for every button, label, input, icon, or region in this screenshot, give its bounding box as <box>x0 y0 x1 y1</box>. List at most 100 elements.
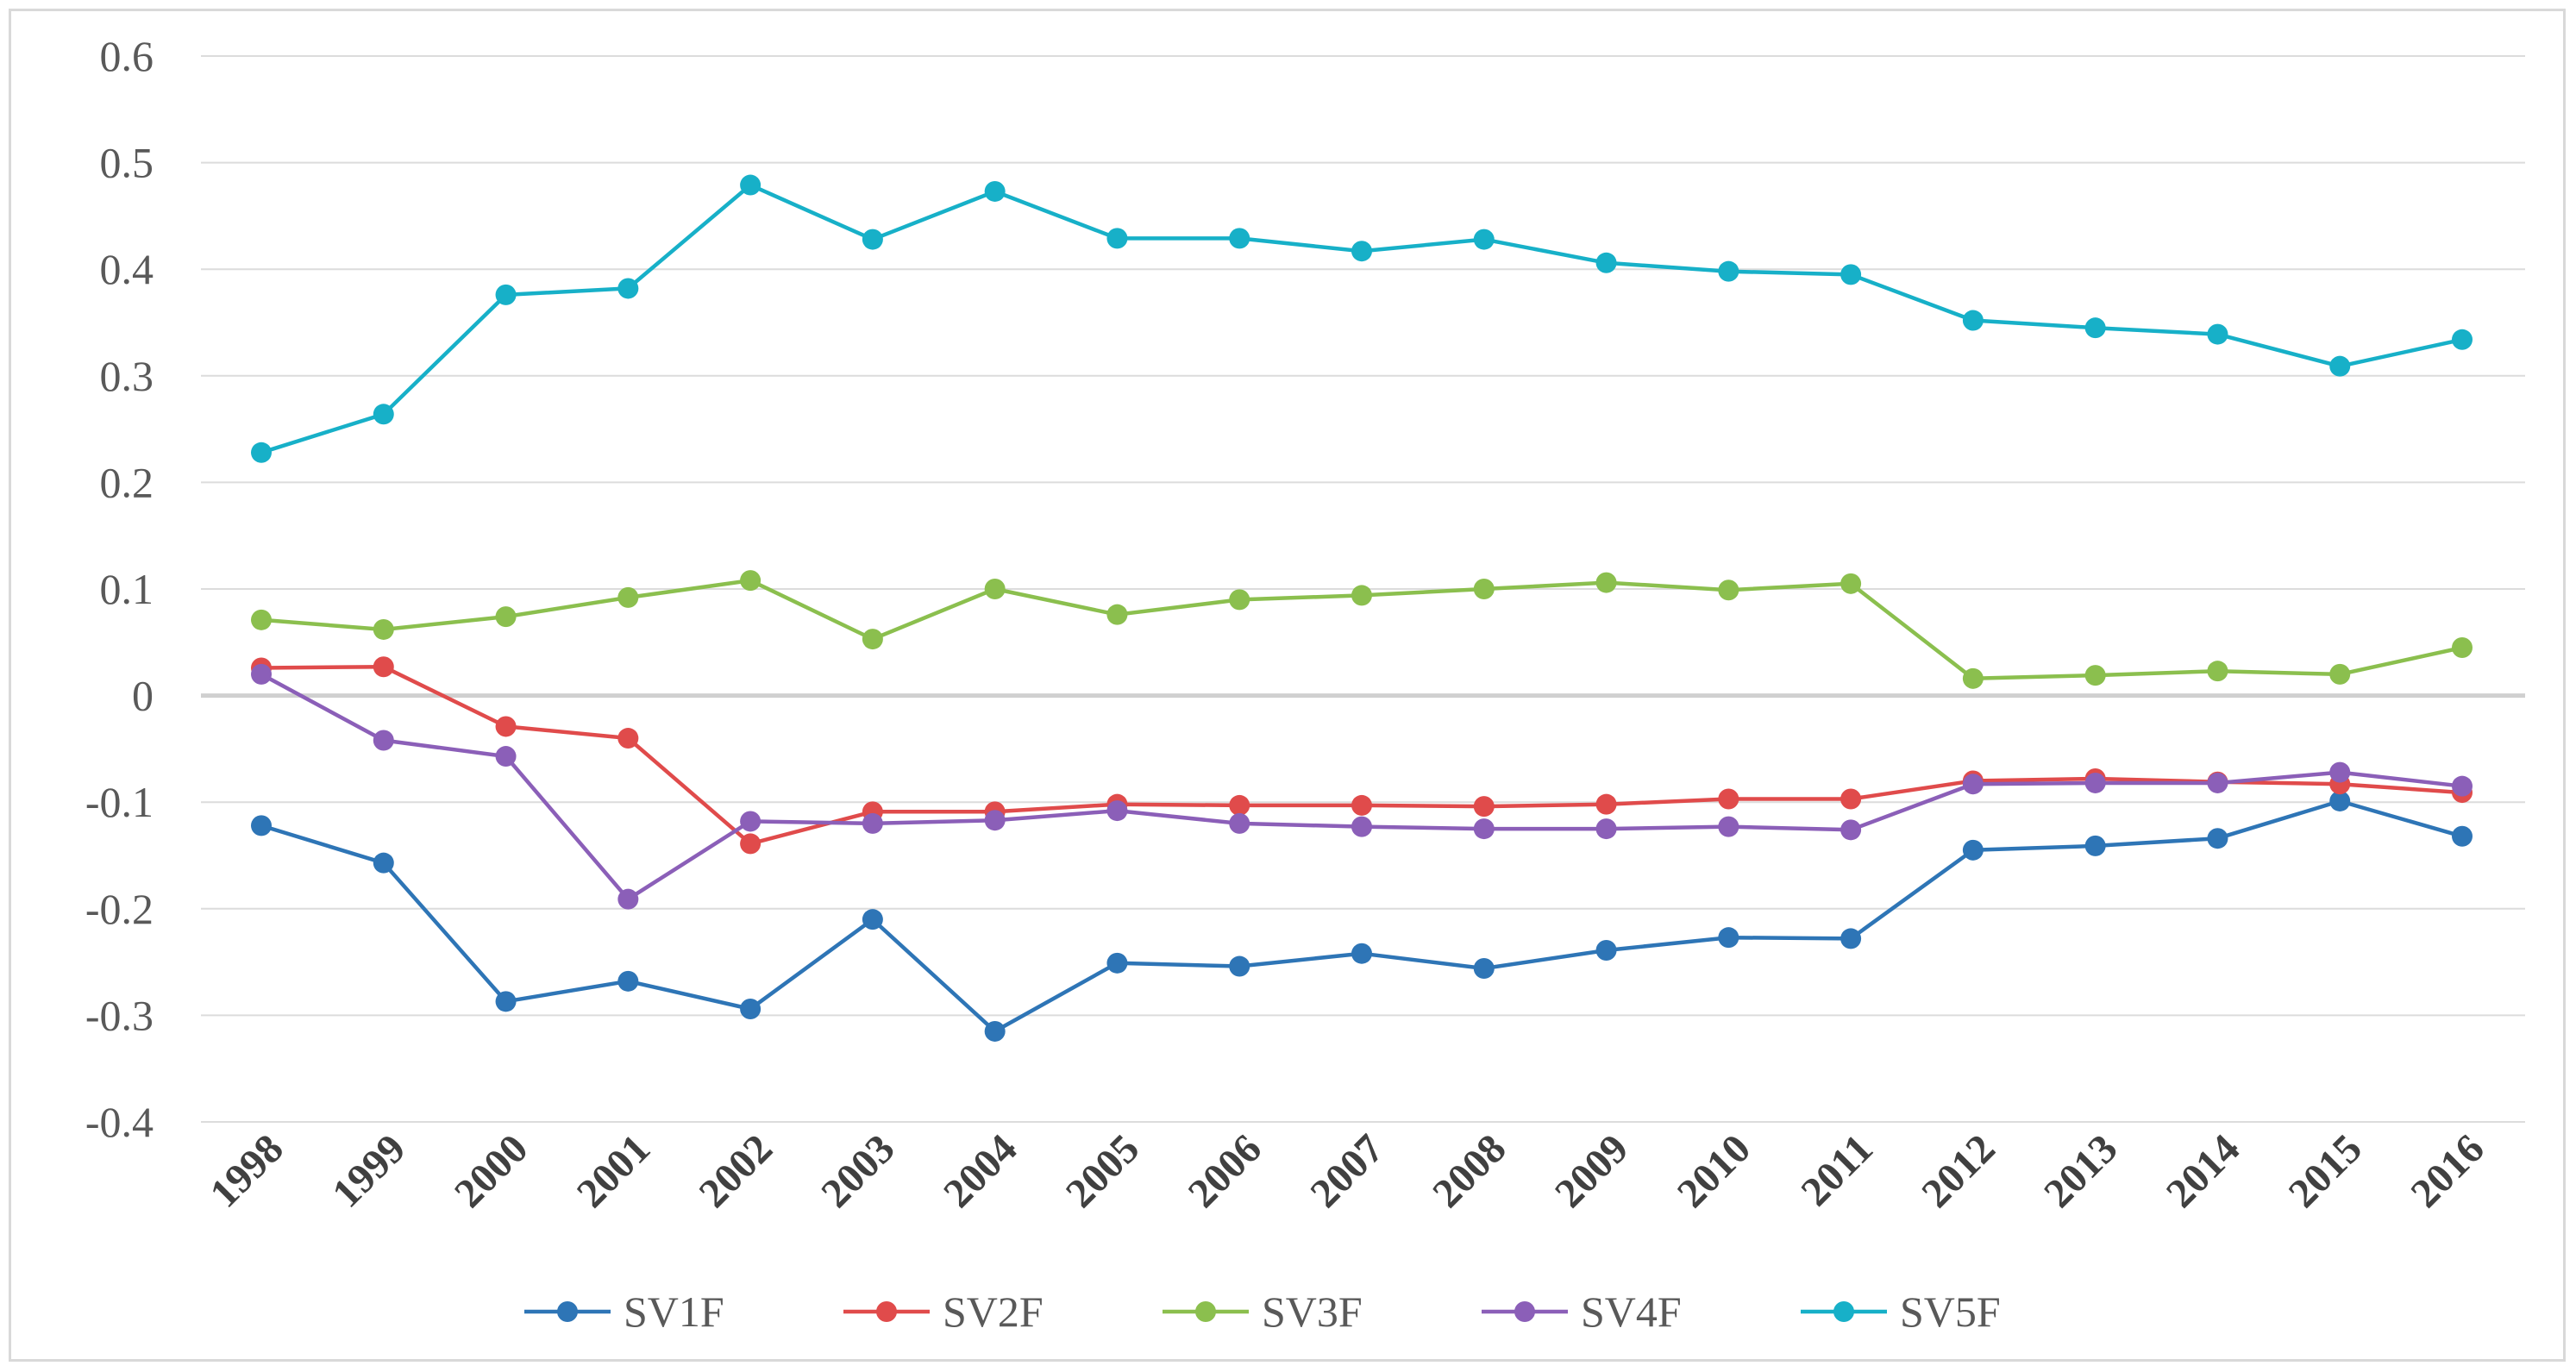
data-point-sv4f <box>1351 816 1372 837</box>
data-point-sv5f <box>984 180 1006 202</box>
data-point-sv2f <box>1718 788 1739 810</box>
data-point-sv2f <box>740 833 762 855</box>
data-point-sv3f <box>862 629 883 650</box>
x-tick-label: 2010 <box>1669 1125 1759 1216</box>
data-point-sv3f <box>617 586 639 608</box>
data-point-sv1f <box>1595 940 1617 962</box>
data-point-sv1f <box>251 815 272 836</box>
y-tick-label: 0 <box>132 672 154 720</box>
data-point-sv4f <box>251 663 272 685</box>
legend-marker <box>876 1301 897 1322</box>
legend: SV1F SV2F SV3F SV4F SV5F <box>524 1287 2001 1336</box>
data-point-sv1f <box>1718 927 1739 949</box>
x-tick-label: 2011 <box>1792 1125 1881 1214</box>
series-line-sv4f <box>260 672 2463 901</box>
data-point-sv3f <box>2207 661 2228 682</box>
data-point-sv5f <box>2084 317 2106 339</box>
data-point-sv3f <box>740 570 762 592</box>
data-point-sv5f <box>740 174 762 196</box>
data-point-sv1f <box>2207 828 2228 849</box>
data-point-sv1f <box>1106 952 1128 974</box>
y-tick-label: 0.3 <box>100 352 154 400</box>
data-point-sv1f <box>373 852 394 874</box>
data-point-sv4f <box>740 811 762 832</box>
data-point-sv3f <box>2329 663 2351 685</box>
data-point-sv2f <box>1351 794 1372 816</box>
data-point-sv4f <box>1962 774 1984 795</box>
y-tick-label: -0.3 <box>85 991 154 1039</box>
y-tick-label: -0.1 <box>85 778 154 826</box>
y-tick-label: -0.4 <box>85 1098 154 1146</box>
legend-item-sv5f: SV5F <box>1801 1287 2001 1336</box>
data-point-sv4f <box>1840 819 1862 841</box>
x-tick-label: 2009 <box>1546 1125 1637 1216</box>
data-point-sv5f <box>1106 228 1128 249</box>
x-tick-label: 2006 <box>1180 1125 1270 1216</box>
x-tick-label: 2001 <box>568 1125 659 1216</box>
x-tick-label: 2007 <box>1301 1125 1392 1216</box>
data-point-sv4f <box>495 746 517 767</box>
data-point-sv4f <box>1718 816 1739 837</box>
data-point-sv5f <box>1595 252 1617 273</box>
series-line-sv5f <box>260 183 2463 454</box>
legend-item-sv4f: SV4F <box>1482 1287 1682 1336</box>
legend-marker <box>1833 1301 1854 1322</box>
legend-item-sv3f: SV3F <box>1163 1287 1363 1336</box>
data-point-sv5f <box>251 442 272 463</box>
x-tick-label: 2008 <box>1424 1125 1514 1216</box>
y-axis-ticks: -0.4 -0.3 -0.2 -0.1 0 0.1 0.2 0.3 0.4 0.5 0.6 <box>85 32 154 1146</box>
legend-marker <box>557 1301 578 1322</box>
x-tick-label: 2012 <box>1913 1125 2003 1216</box>
x-tick-label: 2004 <box>935 1125 1025 1216</box>
data-point-sv3f <box>1962 667 1984 689</box>
x-tick-label: 2000 <box>446 1125 536 1216</box>
x-tick-label: 1998 <box>201 1125 291 1216</box>
data-point-sv4f <box>1229 812 1250 834</box>
data-point-sv4f <box>2329 761 2351 783</box>
y-tick-label: 0.1 <box>100 565 154 613</box>
y-tick-label: 0.2 <box>100 458 154 506</box>
x-tick-label: 2002 <box>691 1125 781 1216</box>
legend-label: SV5F <box>1900 1287 2001 1336</box>
legend-item-sv1f: SV1F <box>524 1287 724 1336</box>
data-point-sv2f <box>617 728 639 749</box>
series-lines <box>251 174 2473 1042</box>
x-tick-label: 2013 <box>2035 1125 2126 1216</box>
data-point-sv1f <box>1473 958 1495 980</box>
data-point-sv4f <box>617 888 639 910</box>
data-point-sv5f <box>1473 229 1495 250</box>
data-point-sv1f <box>2329 790 2351 811</box>
x-tick-label: 1999 <box>323 1125 414 1216</box>
data-point-sv4f <box>984 810 1006 831</box>
data-point-sv5f <box>1229 228 1250 249</box>
y-tick-label: 0.6 <box>100 32 154 80</box>
data-point-sv1f <box>2452 825 2473 847</box>
x-tick-label: 2014 <box>2158 1125 2248 1216</box>
data-point-sv5f <box>1351 241 1372 262</box>
data-point-sv4f <box>1106 800 1128 822</box>
data-point-sv3f <box>2084 665 2106 686</box>
data-point-sv4f <box>1595 818 1617 840</box>
data-point-sv5f <box>2207 323 2228 345</box>
y-tick-label: -0.2 <box>85 885 154 933</box>
y-tick-label: 0.4 <box>100 245 154 293</box>
data-point-sv3f <box>1473 579 1495 599</box>
data-point-sv4f <box>373 730 394 751</box>
data-point-sv1f <box>2084 835 2106 856</box>
data-point-sv3f <box>1351 585 1372 606</box>
data-point-sv3f <box>1718 579 1739 601</box>
x-tick-label: 2015 <box>2280 1125 2371 1216</box>
data-point-sv3f <box>2452 636 2473 658</box>
data-point-sv1f <box>1962 839 1984 861</box>
data-point-sv3f <box>495 606 517 628</box>
data-point-sv5f <box>2452 329 2473 350</box>
legend-marker <box>1195 1301 1216 1322</box>
data-point-sv2f <box>1229 794 1250 816</box>
data-point-sv1f <box>1351 943 1372 964</box>
data-point-sv5f <box>373 404 394 425</box>
x-tick-label: 2003 <box>812 1125 903 1216</box>
y-tick-label: 0.5 <box>100 139 154 187</box>
data-point-sv2f <box>1595 793 1617 815</box>
series-sv5f <box>251 174 2473 463</box>
data-point-sv1f <box>984 1020 1006 1042</box>
